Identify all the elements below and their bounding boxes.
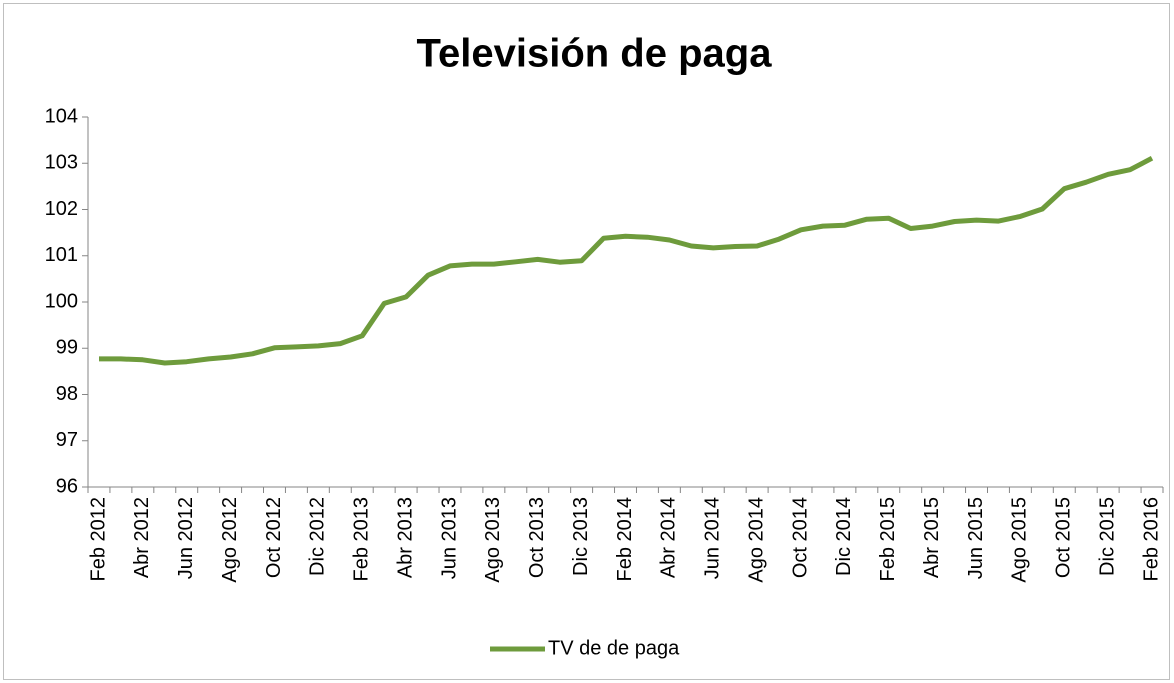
x-tick-label: Ago 2012: [219, 497, 241, 583]
y-tick-label: 102: [45, 198, 78, 220]
x-tick-label: Ago 2013: [482, 497, 504, 583]
data-line: [99, 155, 1154, 366]
x-tick-label: Feb 2016: [1140, 497, 1162, 582]
x-tick-label: Oct 2015: [1053, 497, 1075, 578]
y-tick-label: 98: [56, 383, 78, 405]
x-tick-label: Jun 2015: [965, 497, 987, 579]
x-tick-label: Oct 2013: [526, 497, 548, 578]
x-tick-label: Feb 2014: [614, 497, 636, 582]
y-tick-label: 104: [45, 105, 78, 127]
legend-label: TV de de paga: [548, 637, 680, 659]
x-tick-label: Dic 2012: [307, 497, 329, 576]
x-tick-label: Feb 2012: [87, 497, 109, 582]
x-tick-label: Oct 2012: [263, 497, 285, 578]
x-tick-label: Dic 2015: [1096, 497, 1118, 576]
x-tick-label: Jun 2012: [175, 497, 197, 579]
chart-border: [3, 3, 1170, 680]
x-tick-label: Abr 2014: [658, 497, 680, 578]
x-tick-label: Oct 2014: [789, 497, 811, 578]
y-tick-label: 100: [45, 290, 78, 312]
x-tick-label: Dic 2013: [570, 497, 592, 576]
x-tick-label: Abr 2013: [394, 497, 416, 578]
x-tick-label: Abr 2012: [131, 497, 153, 578]
y-tick-label: 97: [56, 429, 78, 451]
y-tick-label: 96: [56, 475, 78, 497]
x-tick-label: Abr 2015: [921, 497, 943, 578]
x-tick-label: Dic 2014: [833, 497, 855, 576]
x-tick-label: Jun 2013: [438, 497, 460, 579]
y-tick-label: 99: [56, 337, 78, 359]
x-tick-label: Ago 2015: [1009, 497, 1031, 583]
x-tick-label: Ago 2014: [745, 497, 767, 583]
x-tick-label: Feb 2015: [877, 497, 899, 582]
chart-title: Televisión de paga: [417, 32, 773, 76]
y-tick-label: 101: [45, 244, 78, 266]
x-tick-label: Feb 2013: [351, 497, 373, 582]
x-tick-label: Jun 2014: [702, 497, 724, 579]
y-tick-label: 103: [45, 152, 78, 174]
